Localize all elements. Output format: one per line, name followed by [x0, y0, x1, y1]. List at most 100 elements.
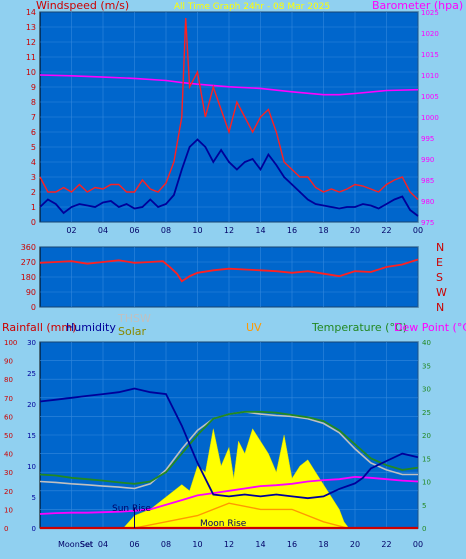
label-temperature: Temperature (°C): [311, 321, 407, 334]
label-humidity: Humidity: [66, 321, 116, 334]
annotation-set: Set: [80, 540, 93, 549]
direction-y-tick-label: 0: [31, 303, 36, 312]
wind-axis-label: Windspeed (m/s): [36, 0, 129, 12]
direction-compass-label: N: [436, 301, 444, 314]
humidity-y-tick-label: 5: [32, 494, 36, 502]
wind-y-tick-label: 4: [31, 158, 36, 167]
wind-x-tick-label: 08: [161, 226, 171, 235]
temperature-y-tick-label: 40: [422, 339, 431, 347]
annotation-moon-rise: Moon Rise: [200, 519, 247, 529]
barometer-line: [39, 74, 419, 96]
barometer-y-tick-label: 975: [421, 219, 434, 227]
temperature-y-tick-label: 15: [422, 455, 431, 463]
barometer-y-tick-label: 1000: [421, 114, 439, 122]
wind-x-tick-label: 04: [98, 226, 108, 235]
direction-compass-label: N: [436, 241, 444, 254]
humidity-y-tick-label: 15: [27, 432, 36, 440]
label-rainfall: Rainfall (mm): [2, 321, 76, 334]
wind-y-tick-label: 0: [31, 218, 36, 227]
wind-x-tick-label: 20: [350, 226, 360, 235]
direction-compass-label: W: [436, 286, 447, 299]
temperature-y-tick-label: 25: [422, 409, 431, 417]
label-dew-point: Dew Point (°C): [394, 321, 466, 334]
wind-y-tick-label: 9: [31, 83, 36, 92]
wind-y-tick-label: 2: [31, 188, 36, 197]
barometer-y-tick-label: 985: [421, 177, 434, 185]
barometer-y-tick-label: 1015: [421, 51, 439, 59]
solar-area: [122, 428, 350, 529]
wind-y-tick-label: 12: [26, 38, 36, 47]
climate-x-tick-label: 22: [381, 540, 391, 549]
humidity-y-tick-label: 20: [27, 401, 36, 409]
barometer-y-tick-label: 1020: [421, 30, 439, 38]
wind-average-line: [39, 138, 419, 217]
climate-panel-series: [39, 387, 419, 530]
barometer-axis-label: Barometer (hpa): [372, 0, 463, 12]
climate-x-tick-label: 06: [129, 540, 139, 549]
annotation-sun-rise: Sun Rise: [112, 504, 151, 514]
wind-x-tick-label: 10: [192, 226, 202, 235]
temperature-y-tick-label: 5: [422, 502, 426, 510]
direction-y-tick-label: 180: [21, 273, 36, 282]
climate-panel-ticks: 0102030405060708090100051015202530051015…: [4, 339, 431, 549]
rain-y-tick-label: 20: [4, 488, 13, 496]
direction-y-tick-label: 270: [21, 258, 36, 267]
rain-y-tick-label: 30: [4, 469, 13, 477]
uv-line: [134, 502, 348, 529]
rain-y-tick-label: 80: [4, 376, 13, 384]
dew-point-line: [39, 475, 419, 515]
wind-y-tick-label: 3: [31, 173, 36, 182]
climate-x-tick-label: 10: [192, 540, 202, 549]
wind-x-tick-label: 16: [287, 226, 297, 235]
climate-x-tick-label: 12: [224, 540, 234, 549]
direction-y-tick-label: 90: [26, 288, 36, 297]
climate-x-tick-label: 04: [98, 540, 108, 549]
direction-panel-series: [39, 258, 419, 283]
rain-y-tick-label: 100: [4, 339, 17, 347]
temperature-y-tick-label: 0: [422, 525, 426, 533]
rain-y-tick-label: 70: [4, 395, 13, 403]
wind-x-tick-label: 02: [66, 226, 76, 235]
wind-x-tick-label: 14: [255, 226, 265, 235]
barometer-y-tick-label: 980: [421, 198, 434, 206]
wind-x-tick-label: 12: [224, 226, 234, 235]
barometer-y-tick-label: 995: [421, 135, 434, 143]
climate-x-tick-label: 20: [350, 540, 360, 549]
barometer-y-tick-label: 990: [421, 156, 434, 164]
humidity-y-tick-label: 30: [27, 339, 36, 347]
wind-direction-line: [39, 258, 419, 283]
rain-y-tick-label: 90: [4, 358, 13, 366]
label-uv: UV: [246, 321, 262, 334]
direction-compass-label: S: [436, 271, 443, 284]
wind-x-tick-label: 00: [413, 226, 423, 235]
wind-panel-series: [39, 17, 419, 217]
barometer-y-tick-label: 1025: [421, 9, 439, 17]
humidity-y-tick-label: 10: [27, 463, 36, 471]
temperature-y-tick-label: 30: [422, 386, 431, 394]
wind-x-tick-label: 18: [318, 226, 328, 235]
wind-y-tick-label: 8: [31, 98, 36, 107]
wind-panel-ticks: 0123456789101112131497598098599099510001…: [26, 8, 439, 235]
temperature-y-tick-label: 10: [422, 479, 431, 487]
wind-x-tick-label: 06: [129, 226, 139, 235]
climate-x-tick-label: 08: [161, 540, 171, 549]
annotation-moonset: MoonSet: [58, 540, 93, 549]
climate-x-tick-label: 18: [318, 540, 328, 549]
rain-y-tick-label: 10: [4, 506, 13, 514]
wind-gust-line: [39, 17, 419, 201]
humidity-line: [39, 387, 419, 500]
temperature-y-tick-label: 20: [422, 432, 431, 440]
climate-x-tick-label: 14: [255, 540, 265, 549]
temperature-y-tick-label: 35: [422, 362, 431, 370]
direction-compass-label: E: [436, 256, 443, 269]
wind-y-tick-label: 11: [26, 53, 36, 62]
label-thsw: THSW: [117, 312, 151, 325]
humidity-y-tick-label: 25: [27, 370, 36, 378]
temperature-line: [39, 410, 419, 485]
label-solar: Solar: [118, 325, 147, 338]
wind-x-tick-label: 22: [381, 226, 391, 235]
humidity-y-tick-label: 0: [32, 525, 36, 533]
